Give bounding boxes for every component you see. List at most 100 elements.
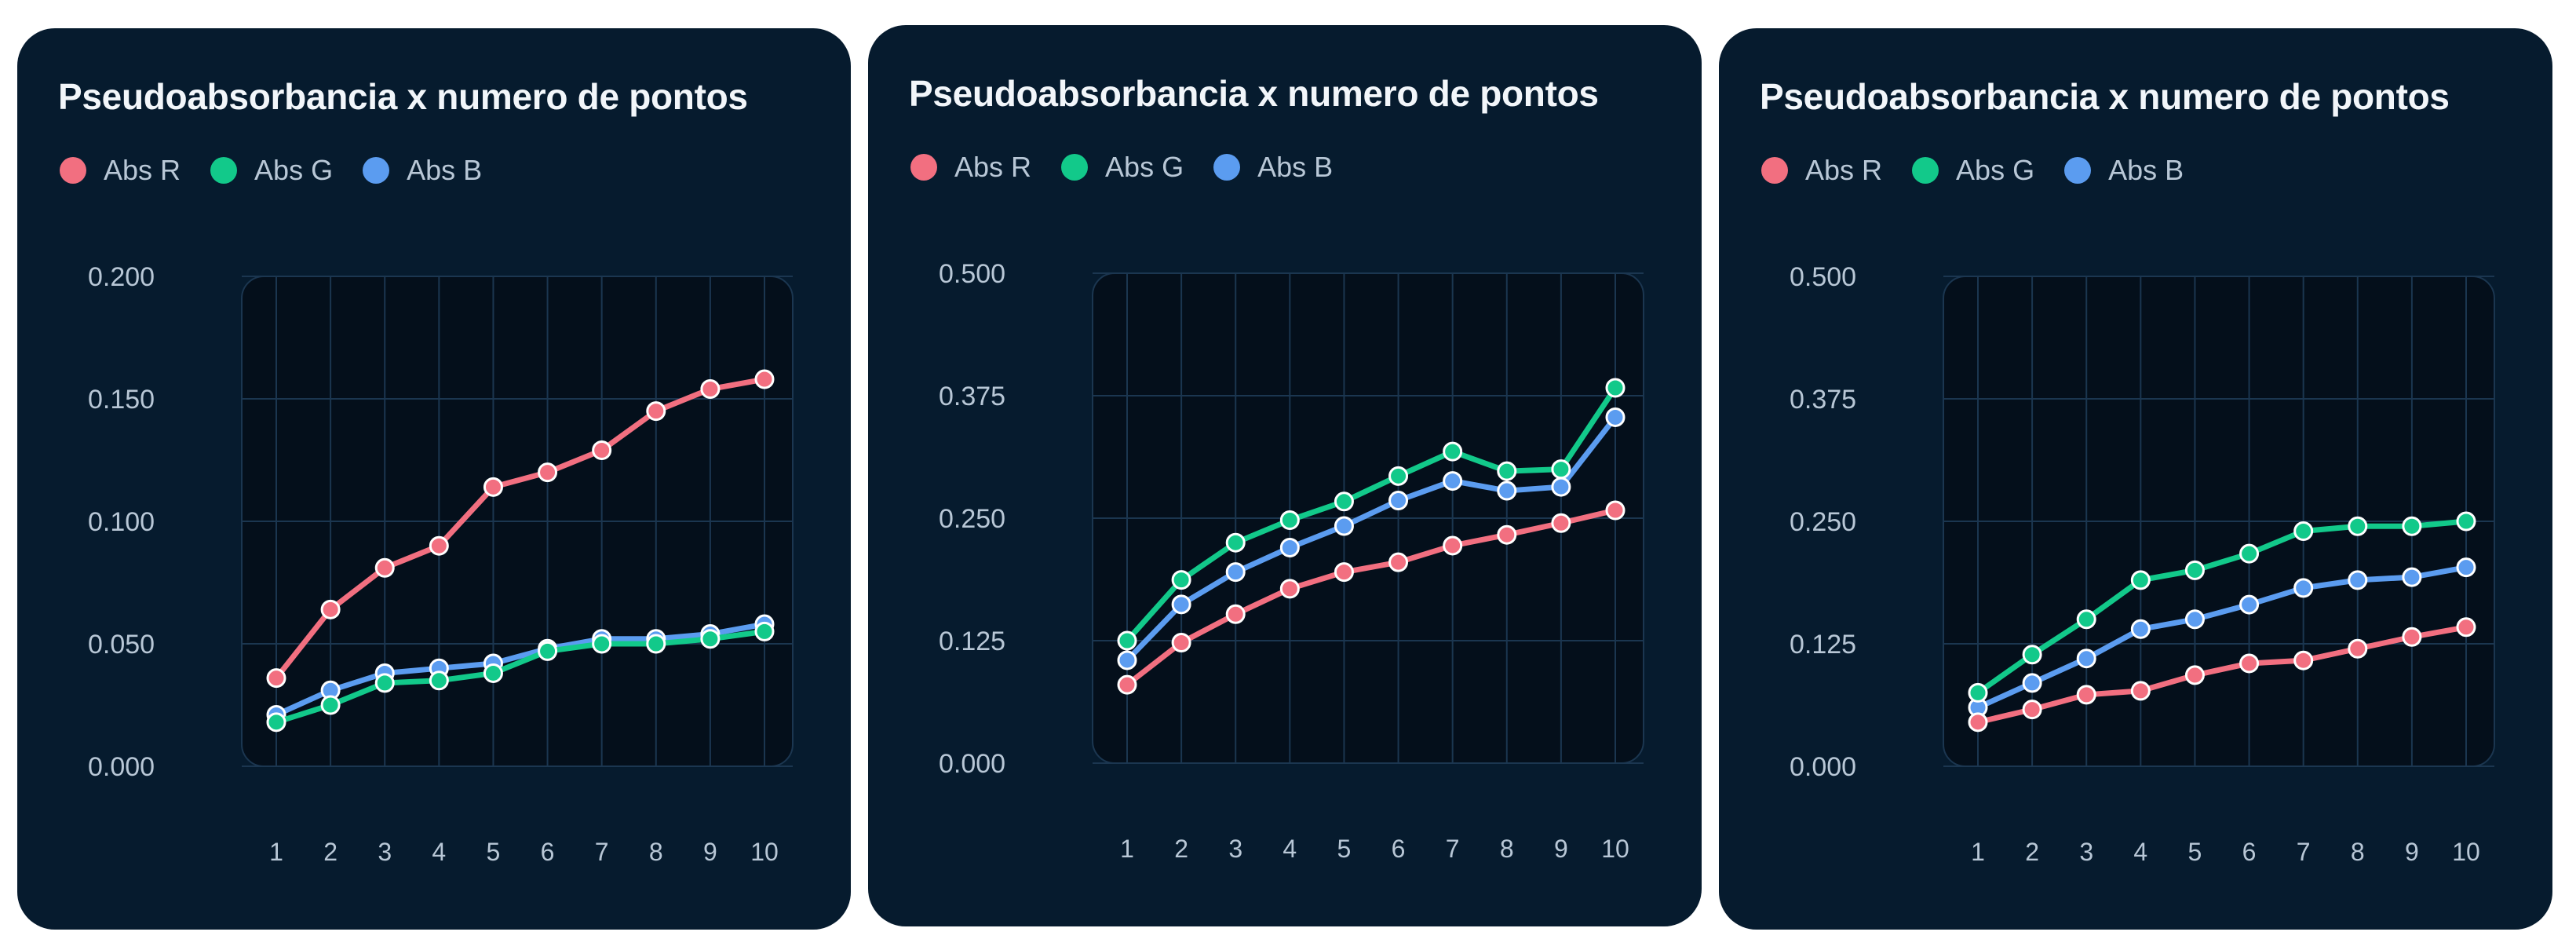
series-line-abs-r (273, 376, 768, 681)
line-chart-plot: 0.200 0.150 0.100 0.050 0.000 1 2 3 4 5 6 7 8 9 10 (88, 262, 794, 866)
legend-item-abs-g[interactable]: Abs G (210, 154, 333, 187)
data-point-abs-b (1497, 480, 1517, 501)
y-tick-label: 0.000 (939, 749, 1005, 779)
data-point-abs-b (2239, 594, 2260, 615)
x-tick-label: 3 (1228, 835, 1242, 863)
x-tick-label: 5 (1337, 835, 1352, 863)
data-point-abs-g (592, 634, 612, 654)
data-point-abs-g (2348, 516, 2368, 536)
data-point-abs-r (1334, 562, 1354, 583)
x-tick-label: 2 (323, 838, 338, 866)
chart-legend: Abs R Abs G Abs B (910, 151, 1363, 184)
data-point-abs-r (1551, 513, 1571, 533)
data-point-abs-b (2456, 557, 2476, 578)
series-line-abs-g (1975, 518, 2469, 696)
y-tick-label: 0.200 (88, 262, 155, 292)
data-point-abs-g (2130, 570, 2151, 590)
y-tick-label: 0.000 (1790, 752, 1856, 782)
x-tick-label: 2 (2025, 838, 2039, 866)
y-tick-label: 0.375 (1790, 385, 1856, 415)
data-point-abs-b (1279, 537, 1300, 557)
legend-item-abs-b[interactable]: Abs B (2064, 154, 2184, 187)
legend-item-abs-r[interactable]: Abs R (1761, 154, 1882, 187)
x-tick-label: 10 (1601, 835, 1629, 863)
x-tick-label: 10 (750, 838, 779, 866)
legend-dot-abs-r (1761, 157, 1788, 184)
line-chart-plot: 0.500 0.375 0.250 0.125 0.000 1 2 3 4 5 6 7 8 9 10 (1790, 262, 2495, 866)
legend-label: Abs R (104, 154, 181, 186)
data-point-abs-g (1443, 441, 1463, 462)
data-point-abs-g (1279, 510, 1300, 530)
x-tick-label: 1 (1120, 835, 1134, 863)
series-line-abs-r (1975, 624, 2469, 725)
chart-title: Pseudoabsorbancia x numero de pontos (58, 76, 748, 117)
legend-item-abs-g[interactable]: Abs G (1061, 151, 1184, 184)
legend-dot-abs-g (210, 157, 238, 184)
data-point-abs-b (1443, 471, 1463, 491)
x-tick-label: 9 (703, 838, 717, 866)
y-tick-label: 0.125 (939, 627, 1005, 656)
data-point-abs-r (2456, 617, 2476, 638)
y-tick-label: 0.150 (88, 385, 155, 415)
data-point-abs-r (1117, 674, 1137, 695)
x-tick-label: 6 (541, 838, 555, 866)
y-tick-label: 0.000 (88, 752, 155, 782)
legend-dot-abs-b (2064, 157, 2092, 184)
legend-dot-abs-g (1912, 157, 1939, 184)
data-point-abs-r (1968, 712, 1988, 733)
data-point-abs-r (374, 557, 395, 578)
legend-item-abs-b[interactable]: Abs B (363, 154, 482, 187)
y-tick-label: 0.250 (939, 504, 1005, 534)
legend-dot-abs-r (60, 157, 86, 184)
data-point-abs-r (592, 440, 612, 461)
series-line-abs-b (1975, 565, 2469, 711)
x-tick-label: 7 (595, 838, 609, 866)
legend-item-abs-b[interactable]: Abs B (1213, 151, 1333, 184)
chart-legend: Abs R Abs G Abs B (1761, 154, 2213, 187)
data-point-abs-r (1605, 500, 1626, 521)
legend-item-abs-r[interactable]: Abs R (60, 154, 181, 187)
data-point-abs-b (1605, 407, 1626, 427)
data-point-abs-r (646, 401, 666, 422)
x-tick-label: 1 (1971, 838, 1985, 866)
data-point-abs-g (1551, 459, 1571, 480)
data-point-abs-b (2293, 578, 2314, 598)
data-point-abs-g (1968, 682, 1988, 703)
data-point-abs-r (1171, 632, 1191, 652)
x-tick-label: 5 (2188, 838, 2202, 866)
data-point-abs-b (2022, 673, 2042, 693)
series-line-abs-b (273, 621, 768, 718)
x-tick-label: 9 (1554, 835, 1568, 863)
series-line-abs-g (1124, 385, 1618, 644)
y-tick-label: 0.250 (1790, 507, 1856, 537)
legend-item-abs-g[interactable]: Abs G (1912, 154, 2034, 187)
data-point-abs-g (2076, 609, 2096, 630)
data-point-abs-g (374, 673, 395, 693)
data-point-abs-g (646, 634, 666, 654)
x-tick-label: 8 (2351, 838, 2365, 866)
data-point-abs-b (1171, 594, 1191, 615)
data-point-abs-g (754, 621, 775, 641)
x-tick-label: 9 (2405, 838, 2419, 866)
legend-dot-abs-r (910, 154, 937, 181)
legend-label: Abs R (1805, 154, 1883, 186)
data-point-abs-b (2076, 649, 2096, 669)
legend-label: Abs R (954, 151, 1032, 183)
legend-label: Abs G (254, 154, 334, 186)
data-point-abs-g (2239, 543, 2260, 564)
data-point-abs-g (2184, 560, 2205, 580)
data-point-abs-r (2239, 653, 2260, 674)
data-point-abs-g (2022, 645, 2042, 665)
chart-title: Pseudoabsorbancia x numero de pontos (1760, 76, 2450, 117)
x-tick-label: 2 (1174, 835, 1188, 863)
data-point-abs-r (754, 369, 775, 389)
data-point-abs-r (1388, 552, 1409, 572)
data-point-abs-r (266, 668, 286, 689)
legend-item-abs-r[interactable]: Abs R (910, 151, 1031, 184)
data-point-abs-r (429, 535, 449, 556)
legend-label: Abs B (1257, 151, 1334, 183)
legend-dot-abs-b (363, 157, 390, 184)
data-point-abs-r (1497, 524, 1517, 545)
data-point-abs-r (2022, 700, 2042, 720)
data-point-abs-g (266, 712, 286, 733)
